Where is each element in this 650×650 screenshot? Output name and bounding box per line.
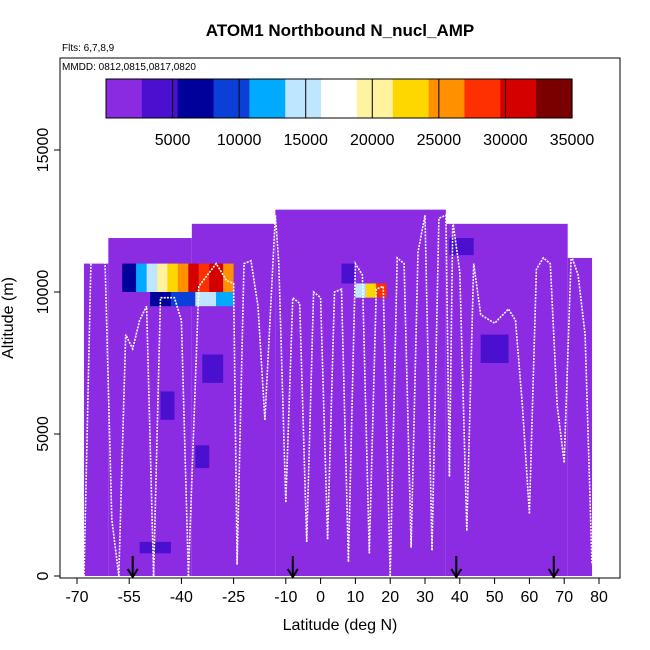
colorbar-tick-label: 5000: [155, 132, 191, 149]
x-axis: -70 -55 -40 -25 -10 0 10 20 30 40 50 60 70 80: [65, 578, 608, 606]
flight-track: [410, 215, 433, 551]
coverage-block: [275, 209, 446, 576]
heatmap-cell: [195, 292, 217, 307]
x-axis-label: Latitude (deg N): [283, 617, 398, 634]
x-tick-label: 60: [521, 589, 539, 606]
colorbar-swatch: [536, 79, 573, 118]
heatmap-cell: [365, 283, 377, 298]
dates-subtitle: MMDD: 0812,0815,0817,0820: [62, 62, 196, 73]
x-tick-label: -70: [65, 589, 88, 606]
colorbar-swatch: [464, 79, 501, 118]
x-tick-label: 30: [416, 589, 434, 606]
heatmap-cell: [341, 263, 356, 284]
heatmap-cell: [195, 445, 210, 469]
flight-track: [347, 260, 371, 562]
heatmap-cell: [146, 263, 158, 292]
heatmap-cell: [198, 263, 210, 292]
y-tick-label: 5000: [35, 416, 52, 452]
colorbar-tick-label: 20000: [350, 132, 395, 149]
arrow-head: [126, 568, 139, 579]
x-tick-label: 0: [316, 589, 325, 606]
flight-track: [528, 256, 565, 514]
heatmap-cell: [202, 354, 224, 383]
coverage-block: [567, 257, 593, 576]
colorbar-tick-label: 35000: [550, 132, 595, 149]
flight-track: [563, 254, 593, 565]
heatmap-cell: [167, 263, 178, 292]
colorbar-swatch: [392, 79, 430, 118]
x-tick-label: -55: [118, 589, 141, 606]
tracks-layer: [83, 214, 593, 577]
heatmap-cell: [376, 283, 387, 298]
flight-track: [326, 288, 350, 562]
flight-track: [236, 259, 266, 565]
chart-title: ATOM1 Northbound N_nucl_AMP: [206, 21, 475, 40]
x-tick-label: 40: [451, 589, 469, 606]
heatmap-cell: [216, 292, 234, 307]
colorbar-swatch: [428, 79, 466, 118]
heatmap-cell: [136, 263, 147, 292]
heatmap-cell: [139, 541, 171, 554]
flight-track: [264, 215, 287, 503]
arrow-head: [450, 568, 463, 579]
y-axis-label: Altitude (m): [0, 277, 17, 359]
heatmap-cell: [223, 263, 234, 292]
heatmap-cell: [170, 292, 196, 307]
colorbar-swatch: [106, 79, 143, 118]
colorbar-swatch: [177, 79, 215, 118]
heatmap-cell: [209, 263, 224, 292]
flight-track: [285, 296, 308, 542]
flight-track: [466, 263, 531, 531]
x-tick-label: -40: [170, 589, 193, 606]
colorbar-swatch: [356, 79, 394, 118]
flight-track: [389, 256, 412, 577]
colorbar-swatch: [249, 79, 286, 118]
colorbar: 5000 10000 15000 20000 25000 30000 35000: [105, 78, 595, 149]
y-axis: 0 5000 10000 15000: [35, 128, 60, 580]
colorbar-tick-label: 25000: [417, 132, 462, 149]
x-tick-label: 20: [381, 589, 399, 606]
heatmap-cell: [188, 263, 199, 292]
x-tick-label: -25: [222, 589, 245, 606]
x-tick-label: 80: [590, 589, 608, 606]
flight-track: [152, 296, 190, 577]
flight-track: [305, 290, 329, 542]
heatmap-cell: [122, 263, 137, 292]
flight-track: [448, 220, 468, 531]
x-tick-label: -10: [274, 589, 297, 606]
colorbar-swatch: [500, 79, 537, 118]
arrow-head: [286, 568, 299, 579]
heatmap-cell: [355, 283, 366, 298]
flight-track: [431, 214, 451, 551]
plot-area: [83, 209, 593, 577]
heatmap-cell: [177, 263, 189, 292]
plot-frame: [59, 57, 621, 579]
colorbar-swatch: [213, 79, 250, 118]
arrow-head: [547, 568, 560, 579]
cells-layer: [122, 238, 509, 554]
colorbar-tick-label: 30000: [483, 132, 528, 149]
coverage-block: [83, 263, 109, 576]
x-tick-label: 10: [347, 589, 365, 606]
y-tick-label: 15000: [35, 128, 52, 173]
x-tick-label: 70: [555, 589, 573, 606]
heatmap-cell: [157, 263, 168, 292]
colorbar-swatch: [285, 79, 322, 118]
flight-track: [368, 285, 391, 577]
x-tick-label: 50: [486, 589, 504, 606]
heatmap-cell: [480, 334, 509, 363]
flight-track: [187, 262, 238, 577]
flight-track: [83, 251, 120, 577]
flights-subtitle: Flts: 6,7,8,9: [62, 43, 115, 54]
flight-track: [118, 305, 155, 577]
coverage-block: [445, 223, 568, 576]
colorbar-swatch: [321, 79, 358, 118]
heatmap-cell: [160, 391, 175, 420]
colorbar-tick-label: 15000: [283, 132, 328, 149]
y-tick-label: 0: [35, 571, 52, 580]
colorbar-tick-label: 10000: [217, 132, 262, 149]
arrows-layer: [126, 556, 560, 579]
y-tick-label: 10000: [35, 270, 52, 315]
